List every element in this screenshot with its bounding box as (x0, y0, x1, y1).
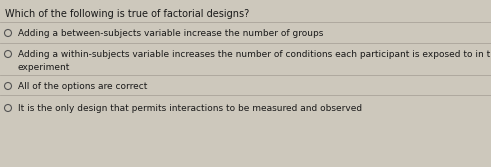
Text: It is the only design that permits interactions to be measured and observed: It is the only design that permits inter… (18, 104, 362, 113)
Text: All of the options are correct: All of the options are correct (18, 82, 147, 91)
Text: Which of the following is true of factorial designs?: Which of the following is true of factor… (5, 9, 249, 19)
Text: Adding a between-subjects variable increase the number of groups: Adding a between-subjects variable incre… (18, 29, 324, 38)
Text: Adding a within-subjects variable increases the number of conditions each partic: Adding a within-subjects variable increa… (18, 50, 491, 71)
